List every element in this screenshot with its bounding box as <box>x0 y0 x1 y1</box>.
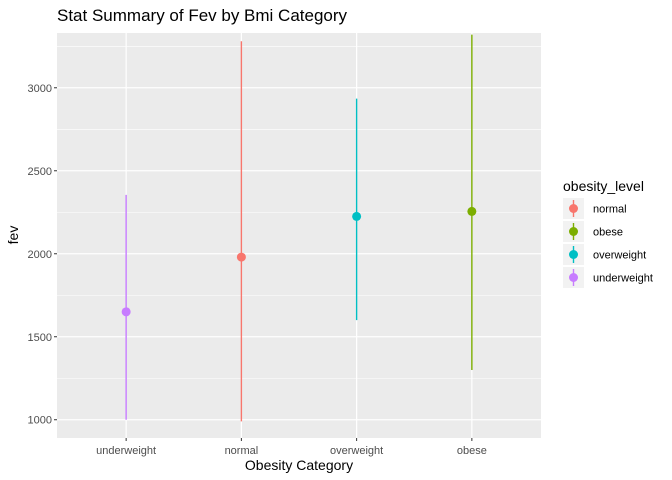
x-axis-ticks: underweight normal overweight obese <box>96 438 487 457</box>
data-marks <box>121 34 477 422</box>
legend-key-point-normal <box>569 204 578 213</box>
y-axis-ticks: 1000 1500 2000 2500 3000 <box>28 83 57 427</box>
x-tick-label: underweight <box>96 445 156 457</box>
mean-point-overweight <box>352 211 362 221</box>
y-tick-label: 2500 <box>28 166 52 178</box>
legend-label-overweight: overweight <box>593 250 646 262</box>
legend-label-obese: obese <box>593 227 623 239</box>
y-tick-label: 2000 <box>28 249 52 261</box>
x-tick-label: overweight <box>330 445 383 457</box>
mean-point-normal <box>236 252 246 262</box>
x-tick-label: normal <box>225 445 259 457</box>
mean-point-obese <box>467 206 477 216</box>
legend-key-point-overweight <box>569 250 578 259</box>
legend-title: obesity_level <box>563 178 644 194</box>
y-tick-label: 1500 <box>28 332 52 344</box>
legend-key-point-obese <box>569 227 578 236</box>
plot-panel <box>57 33 541 438</box>
legend-key-point-underweight <box>569 273 578 282</box>
grid-minor <box>57 45 541 379</box>
y-tick-label: 1000 <box>28 415 52 427</box>
chart-title: Stat Summary of Fev by Bmi Category <box>57 6 348 25</box>
legend-keys: normal obese overweight underweight <box>563 198 653 288</box>
y-axis-title: fev <box>5 226 21 245</box>
x-tick-label: obese <box>457 445 487 457</box>
legend-label-normal: normal <box>593 204 627 216</box>
mean-point-underweight <box>121 307 131 317</box>
legend-label-underweight: underweight <box>593 273 653 285</box>
y-tick-label: 3000 <box>28 83 52 95</box>
legend: obesity_level normal obese overweight under… <box>563 178 653 288</box>
x-axis-title: Obesity Category <box>245 457 353 473</box>
